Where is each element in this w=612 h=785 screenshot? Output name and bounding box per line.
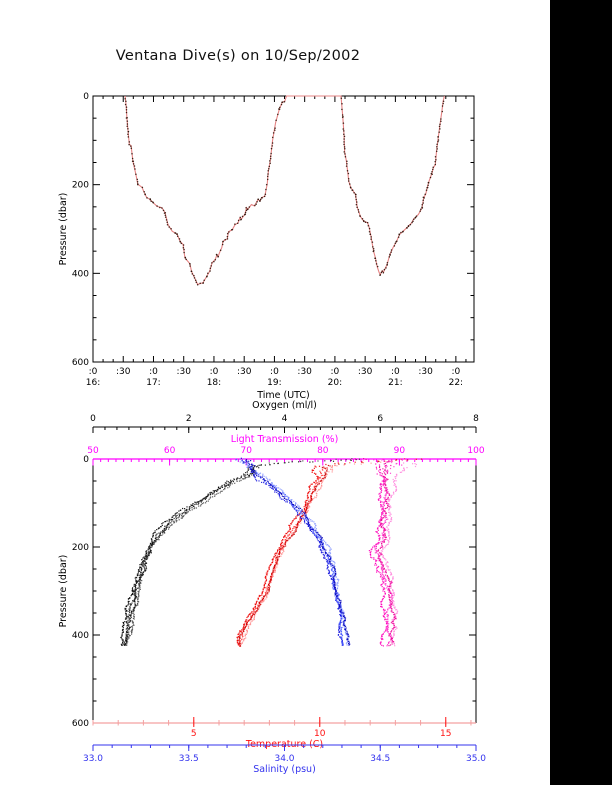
light-transmission-axis-title: Light Transmission (%)	[231, 434, 339, 445]
light-transmission-tick-label: 90	[394, 446, 406, 456]
time-hour-label: 18:	[207, 378, 221, 388]
pressure-tick-label: 0	[83, 92, 89, 102]
pressure-tick-label: 0	[83, 455, 89, 465]
salinity-tick-label: 34.0	[274, 754, 294, 764]
salinity-tick-label: 33.0	[83, 754, 103, 764]
time-hour-label: 20:	[328, 378, 342, 388]
salinity-tick-label: 35.0	[466, 754, 486, 764]
dive-pressure-trace	[124, 95, 445, 286]
time-tick-label: :0	[210, 367, 219, 377]
time-pressure-axes: 0200400600:016::30:017::30:018::30:019::…	[58, 92, 475, 401]
oxygen-axis-title: Oxygen (ml/l)	[252, 400, 317, 411]
salinity-profile-trace	[235, 457, 351, 646]
oxygen-tick-label: 2	[186, 414, 192, 424]
light-transmission-tick-label: 50	[87, 446, 99, 456]
temperature-tick-label: 15	[440, 729, 451, 739]
pressure-tick-label: 600	[72, 358, 89, 368]
light-transmission-tick-label: 70	[240, 446, 252, 456]
time-tick-label: :30	[358, 367, 373, 377]
y-axis-title-pressure: Pressure (dbar)	[58, 555, 69, 628]
time-tick-label: :30	[297, 367, 312, 377]
oxygen-tick-label: 0	[90, 414, 96, 424]
figure-title: Ventana Dive(s) on 10/Sep/2002	[115, 48, 361, 64]
time-tick-label: :0	[270, 367, 279, 377]
pressure-tick-label: 200	[72, 181, 89, 191]
time-tick-label: :0	[331, 367, 340, 377]
oxygen-tick-label: 4	[282, 414, 288, 424]
right-black-bar	[550, 0, 612, 785]
time-tick-label: :30	[237, 367, 252, 377]
time-tick-label: :0	[451, 367, 460, 377]
salinity-axis-title: Salinity (psu)	[253, 764, 316, 775]
x-axis-title-time-utc: Time (UTC)	[256, 390, 310, 401]
oxygen-tick-label: 6	[377, 414, 383, 424]
pressure-tick-label: 400	[72, 269, 89, 279]
light_transmission-profile-trace	[350, 458, 417, 647]
light-transmission-tick-label: 60	[164, 446, 176, 456]
pressure-tick-label: 600	[72, 719, 89, 729]
time-tick-label: :0	[391, 367, 400, 377]
profile-axes: 0 200 400 600 Pressure (dbar) 0 2 4 6 8 Oxygen (ml…	[58, 400, 486, 775]
time-hour-label: 16:	[86, 378, 100, 388]
time-hour-label: 19:	[267, 378, 281, 388]
time-tick-label: :0	[89, 367, 98, 377]
temperature-tick-label: 10	[314, 729, 326, 739]
salinity-tick-label: 33.5	[179, 754, 199, 764]
pressure-tick-label: 400	[72, 631, 89, 641]
time-tick-label: :0	[149, 367, 158, 377]
pressure-tick-label: 200	[72, 543, 89, 553]
oxygen-tick-label: 8	[473, 414, 479, 424]
temperature-profile-trace	[236, 458, 423, 647]
time-tick-label: :30	[418, 367, 433, 377]
y-axis-title-pressure: Pressure (dbar)	[58, 193, 69, 266]
salinity-tick-label: 34.5	[370, 754, 390, 764]
time-hour-label: 17:	[146, 378, 160, 388]
time-tick-label: :30	[176, 367, 191, 377]
light-transmission-tick-label: 80	[317, 446, 329, 456]
oxygen-profile-trace	[120, 458, 361, 646]
time-hour-label: 22:	[449, 378, 463, 388]
temperature-tick-label: 5	[191, 729, 197, 739]
light-transmission-tick-label: 100	[467, 446, 484, 456]
time-hour-label: 21:	[388, 378, 402, 388]
time-tick-label: :30	[116, 367, 131, 377]
